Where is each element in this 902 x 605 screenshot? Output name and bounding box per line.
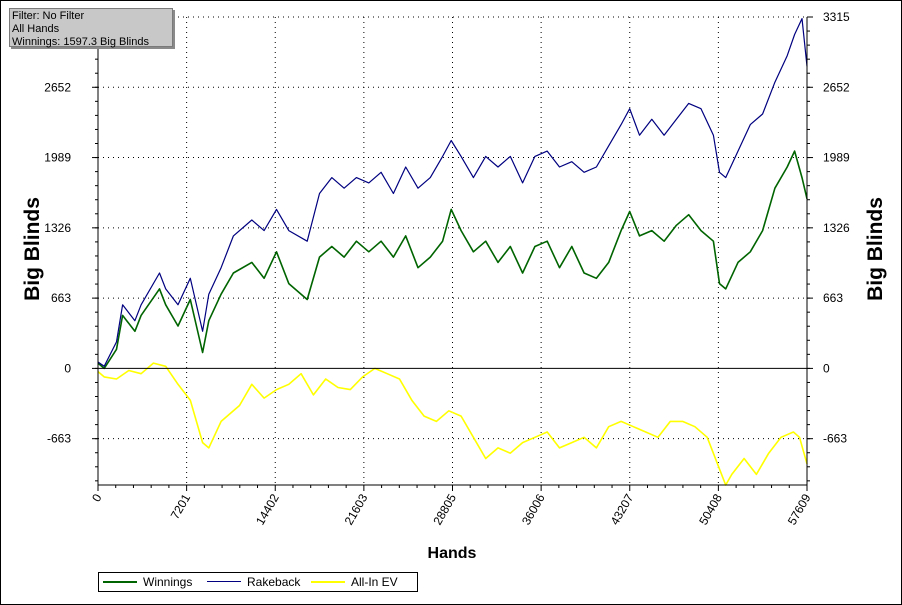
x-tick-label: 50408 <box>696 491 725 527</box>
legend-swatch-winnings <box>103 581 137 583</box>
y-tick-label-right: 663 <box>823 291 843 305</box>
legend-item-all-in-ev: All-In EV <box>311 573 415 591</box>
y-axis-title-right: Big Blinds <box>864 197 887 301</box>
y-tick-label-left: 663 <box>51 291 71 305</box>
x-tick-label: 0 <box>89 491 105 504</box>
legend-item-rakeback: Rakeback <box>207 573 307 591</box>
tick-labels: 0 7201 14402 21603 28805 36006 43207 50408 57609… <box>44 10 850 527</box>
y-tick-label-left: 2652 <box>44 80 71 94</box>
y-tick-label-right: -663 <box>823 432 847 446</box>
legend-swatch-rakeback <box>207 581 241 582</box>
y-tick-label-right: 1326 <box>823 221 850 235</box>
y-tick-label-left: 0 <box>64 361 71 375</box>
x-tick-label: 28805 <box>430 491 459 527</box>
y-tick-label-left: 1326 <box>44 221 71 235</box>
gridlines <box>98 16 807 485</box>
y-tick-label-right: 0 <box>823 361 830 375</box>
series-line-winnings <box>97 150 808 370</box>
legend-item-winnings: Winnings <box>103 573 203 591</box>
legend-swatch-all-in-ev <box>311 581 345 583</box>
legend-label-winnings: Winnings <box>143 575 193 589</box>
y-tick-label-left: -663 <box>47 432 71 446</box>
filter-text: Filter: No Filter <box>12 10 85 22</box>
legend-label-rakeback: Rakeback <box>247 575 301 589</box>
axes <box>92 16 813 491</box>
x-tick-label: 36006 <box>519 491 548 527</box>
winnings-text: Winnings: 1597.3 Big Blinds <box>12 36 149 48</box>
x-tick-label: 14402 <box>253 491 282 527</box>
legend: Winnings Rakeback All-In EV <box>98 572 418 592</box>
filter-info-box: Filter: No Filter All Hands Winnings: 15… <box>9 8 173 48</box>
series-lines <box>97 18 808 486</box>
x-axis-title: Hands <box>428 545 477 562</box>
y-tick-label-right: 2652 <box>823 80 850 94</box>
x-tick-label: 43207 <box>608 491 637 527</box>
legend-label-all-in-ev: All-In EV <box>351 575 398 589</box>
series-line-rakeback <box>97 18 808 367</box>
y-axis-title-left: Big Blinds <box>21 197 44 301</box>
x-tick-label: 7201 <box>168 491 194 521</box>
y-tick-label-right: 1989 <box>823 151 850 165</box>
x-tick-label: 57609 <box>785 491 814 527</box>
y-tick-label-left: 1989 <box>44 151 71 165</box>
series-line-all-in-ev <box>97 362 808 486</box>
x-tick-label: 21603 <box>342 491 371 527</box>
hands-text: All Hands <box>12 23 60 35</box>
y-tick-label-right: 3315 <box>823 10 850 24</box>
